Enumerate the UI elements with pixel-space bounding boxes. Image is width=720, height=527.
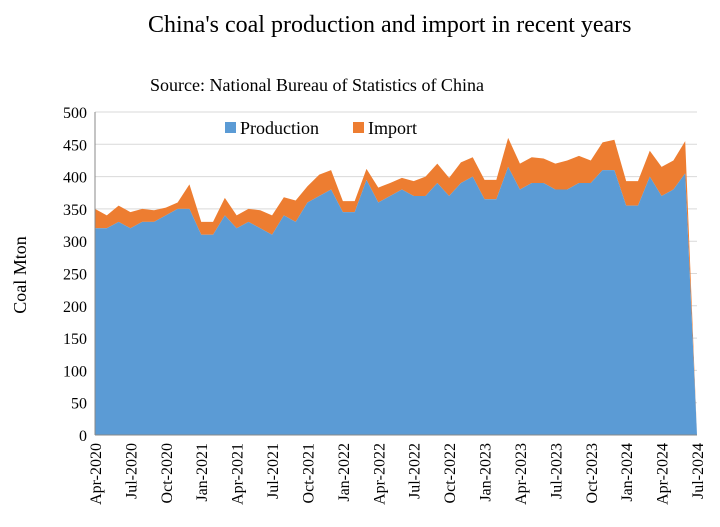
y-axis-label: Coal Mton: [10, 236, 30, 314]
x-tick-label: Apr-2020: [88, 443, 105, 505]
x-tick-label: Oct-2022: [442, 443, 459, 503]
legend-swatch: [353, 122, 364, 133]
x-tick-label: Apr-2023: [513, 443, 530, 505]
y-tick-label: 150: [63, 331, 87, 348]
x-tick-label: Jul-2024: [690, 443, 707, 499]
x-tick-label: Jan-2021: [194, 443, 211, 502]
y-tick-label: 450: [63, 137, 87, 154]
y-tick-label: 350: [63, 202, 87, 219]
y-tick-label: 500: [63, 105, 87, 122]
x-tick-label: Oct-2020: [159, 443, 176, 503]
y-tick-label: 300: [63, 234, 87, 251]
y-tick-label: 50: [71, 396, 87, 413]
x-tick-label: Jan-2024: [619, 443, 636, 502]
x-tick-label: Jul-2022: [407, 443, 424, 499]
chart-title: China's coal production and import in re…: [148, 12, 632, 38]
chart-subtitle: Source: National Bureau of Statistics of…: [150, 75, 484, 95]
area-production: [95, 166, 697, 435]
x-tick-label: Jan-2022: [336, 443, 353, 502]
x-tick-label: Jul-2020: [123, 443, 140, 499]
y-tick-label: 200: [63, 299, 87, 316]
area-import: [95, 137, 697, 435]
legend-label: Production: [240, 118, 319, 138]
x-tick-label: Jan-2023: [478, 443, 495, 502]
x-tick-label: Apr-2022: [371, 443, 388, 505]
y-tick-label: 250: [63, 267, 87, 284]
y-tick-label: 0: [79, 428, 87, 445]
y-tick-label: 100: [63, 363, 87, 380]
x-tick-label: Jul-2023: [548, 443, 565, 499]
legend-label: Import: [368, 118, 417, 138]
legend-swatch: [225, 122, 236, 133]
x-tick-label: Apr-2021: [230, 443, 247, 505]
x-tick-label: Jul-2021: [265, 443, 282, 499]
y-tick-label: 400: [63, 170, 87, 187]
x-tick-label: Oct-2021: [300, 443, 317, 503]
x-tick-label: Apr-2024: [655, 443, 672, 505]
x-tick-label: Oct-2023: [584, 443, 601, 503]
